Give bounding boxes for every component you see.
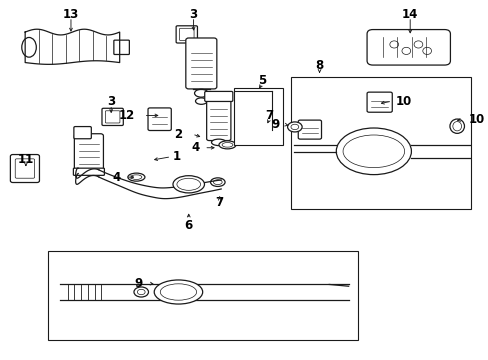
Text: 10: 10: [395, 95, 411, 108]
Text: 4: 4: [191, 141, 199, 154]
Ellipse shape: [195, 98, 207, 104]
FancyBboxPatch shape: [15, 159, 35, 178]
Ellipse shape: [219, 141, 236, 149]
FancyBboxPatch shape: [366, 92, 391, 112]
FancyBboxPatch shape: [185, 38, 216, 89]
Text: 13: 13: [63, 8, 79, 21]
Ellipse shape: [213, 180, 222, 185]
Ellipse shape: [287, 122, 302, 132]
Ellipse shape: [22, 37, 36, 57]
Ellipse shape: [210, 178, 224, 186]
Ellipse shape: [194, 89, 208, 97]
FancyBboxPatch shape: [114, 40, 129, 54]
Ellipse shape: [211, 139, 225, 145]
FancyBboxPatch shape: [102, 108, 123, 126]
Ellipse shape: [173, 176, 204, 193]
Bar: [290, 77, 470, 210]
Ellipse shape: [160, 284, 196, 300]
FancyBboxPatch shape: [366, 30, 449, 65]
Ellipse shape: [137, 289, 145, 295]
Text: 4: 4: [112, 171, 121, 184]
Text: 3: 3: [107, 95, 115, 108]
Ellipse shape: [452, 122, 461, 131]
FancyBboxPatch shape: [298, 120, 321, 139]
Ellipse shape: [449, 119, 464, 134]
Ellipse shape: [177, 178, 200, 190]
Ellipse shape: [134, 287, 148, 297]
Ellipse shape: [127, 173, 144, 181]
Bar: [234, 88, 282, 145]
Text: 8: 8: [315, 59, 323, 72]
Text: 5: 5: [258, 74, 266, 87]
Ellipse shape: [222, 143, 232, 147]
Text: 3: 3: [189, 8, 197, 21]
Ellipse shape: [154, 280, 202, 304]
Text: 1: 1: [172, 150, 181, 163]
Text: 12: 12: [119, 109, 135, 122]
FancyBboxPatch shape: [74, 134, 103, 170]
FancyBboxPatch shape: [176, 26, 197, 43]
Text: 9: 9: [270, 118, 279, 131]
Text: 11: 11: [18, 153, 34, 166]
Ellipse shape: [422, 47, 430, 54]
Ellipse shape: [389, 41, 398, 48]
Ellipse shape: [258, 128, 266, 133]
FancyBboxPatch shape: [206, 97, 230, 140]
FancyBboxPatch shape: [179, 28, 194, 41]
Ellipse shape: [343, 135, 404, 168]
Text: 7: 7: [265, 109, 273, 122]
Ellipse shape: [413, 41, 422, 48]
Text: 9: 9: [134, 277, 142, 290]
Text: 2: 2: [174, 127, 182, 141]
Ellipse shape: [290, 124, 298, 130]
Text: 7: 7: [215, 197, 224, 210]
Text: 6: 6: [184, 219, 192, 233]
Text: 14: 14: [401, 8, 418, 21]
Ellipse shape: [255, 126, 269, 135]
Ellipse shape: [336, 128, 410, 175]
FancyBboxPatch shape: [204, 91, 232, 102]
Bar: [48, 251, 358, 339]
FancyBboxPatch shape: [73, 168, 104, 175]
Ellipse shape: [401, 47, 410, 54]
FancyBboxPatch shape: [10, 154, 40, 183]
Ellipse shape: [131, 175, 142, 179]
FancyBboxPatch shape: [148, 108, 171, 131]
FancyBboxPatch shape: [74, 127, 91, 139]
Text: 10: 10: [468, 113, 484, 126]
FancyBboxPatch shape: [105, 111, 120, 123]
